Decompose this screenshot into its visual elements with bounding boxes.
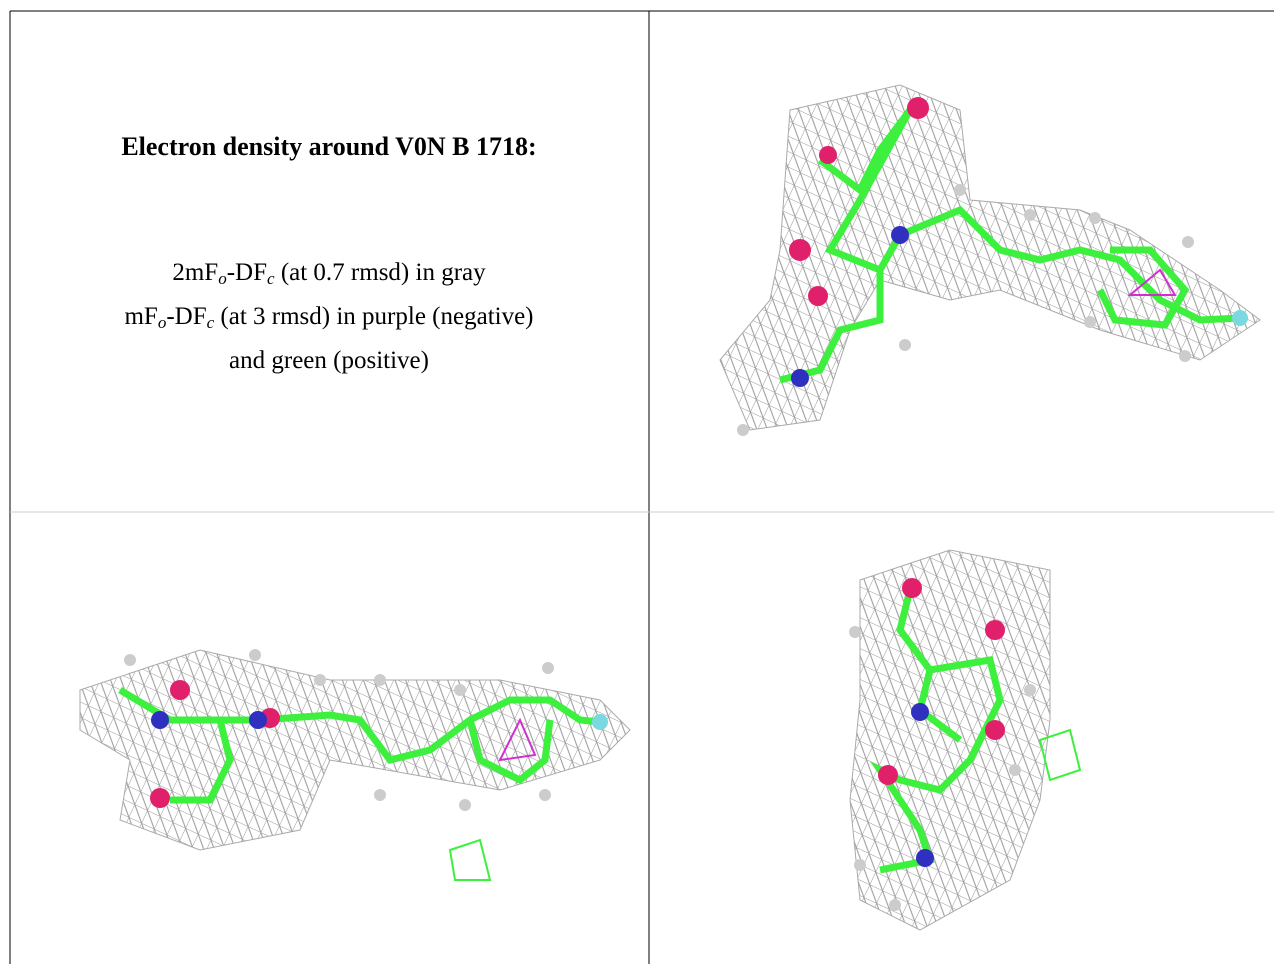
caption-line: 2mFo-DFc (at 0.7 rmsd) in gray [10,254,648,298]
subscript: o [218,269,227,288]
text: and green (positive) [229,347,429,374]
text: 2mF [172,259,218,286]
caption-title: Electron density around V0N B 1718: [10,132,648,162]
text: (at 0.7 rmsd) in gray [275,259,486,286]
caption-line: and green (positive) [10,342,648,380]
density-view-2 [80,649,630,880]
density-view-3 [849,550,1080,930]
density-view-1 [720,85,1260,436]
caption-line: mFo-DFc (at 3 rmsd) in purple (negative) [10,298,648,342]
page: Electron density around V0N B 1718: 2mFo… [0,0,1274,964]
subscript: c [267,269,275,288]
text: -DF [166,303,206,330]
text: mF [124,303,157,330]
caption-cell: Electron density around V0N B 1718: 2mFo… [10,12,648,512]
text: -DF [227,259,267,286]
text: (at 3 rmsd) in purple (negative) [214,303,533,330]
